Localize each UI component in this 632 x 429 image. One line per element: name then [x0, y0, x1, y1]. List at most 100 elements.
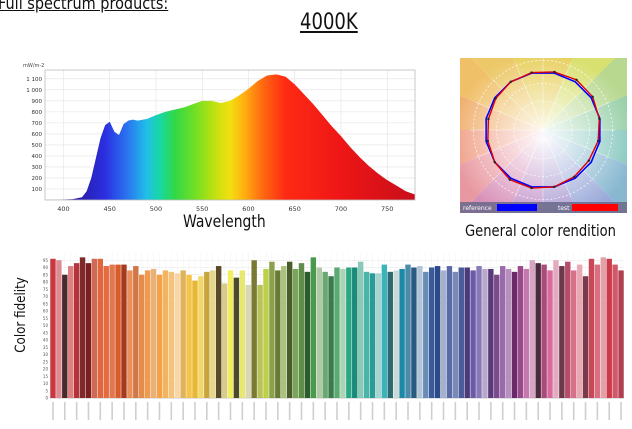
cf-x-tick-mark — [584, 402, 587, 420]
cf-bar — [215, 266, 222, 398]
cf-x-tick-mark — [572, 402, 575, 420]
cf-x-tick-mark — [466, 402, 468, 420]
cf-bar — [369, 273, 376, 398]
cf-y-tick: 60 — [43, 309, 49, 314]
cf-x-tick-mark — [265, 402, 267, 420]
gcr-spoke — [515, 129, 544, 198]
spd-y-tick: 800 — [32, 110, 43, 116]
cf-bar — [618, 270, 624, 398]
spd-y-unit: mW/m-2 — [23, 63, 44, 69]
gcr-spoke — [542, 129, 595, 182]
header-text: Full spectrum products: — [0, 0, 169, 14]
cf-bar — [239, 270, 246, 398]
cf-bar — [499, 266, 506, 398]
cf-bar — [91, 258, 98, 398]
spd-frame — [44, 69, 416, 201]
spd-y-tick: 500 — [32, 143, 43, 149]
cf-y-tick: 0 — [45, 396, 48, 401]
cf-bar — [488, 268, 494, 398]
cf-x-tick-mark — [442, 402, 445, 420]
cf-y-tick: 30 — [43, 352, 49, 357]
gcr-point — [573, 175, 576, 178]
cf-x-tick-mark — [490, 402, 492, 420]
cf-bar — [121, 264, 127, 398]
cf-bar — [156, 274, 163, 398]
cf-bar — [511, 271, 518, 398]
cf-bar — [612, 264, 618, 398]
cf-bar — [269, 261, 275, 398]
cf-bar — [50, 258, 56, 398]
cf-y-tick: 55 — [43, 316, 49, 321]
cf-x-tick-mark — [63, 402, 66, 420]
cf-x-tick-mark — [324, 402, 326, 420]
cf-x-tick-mark — [206, 402, 208, 420]
cf-bar — [428, 267, 435, 398]
cf-bar — [434, 266, 441, 398]
gcr-point — [553, 185, 556, 189]
cf-x-tick-mark — [525, 402, 528, 420]
spd-curve — [45, 74, 415, 200]
cf-bar — [363, 271, 370, 398]
cf-x-tick-mark — [359, 402, 362, 420]
cf-bar — [275, 270, 281, 398]
cf-bar — [600, 257, 606, 398]
cf-x-tick-mark — [336, 402, 338, 420]
cf-y-tick-labels: 0 5 10 15 20 25 30 35 40 45 50 55 60 65 70 75 80 85 90 95 — [43, 258, 49, 401]
cf-bar — [127, 270, 133, 398]
cf-bar — [594, 264, 601, 398]
cf-bar — [547, 270, 553, 398]
cf-bar — [322, 271, 328, 398]
cf-bar — [310, 257, 317, 398]
cf-bar — [375, 273, 382, 398]
cf-bar — [334, 267, 340, 398]
gcr-chart: reference test — [460, 58, 627, 213]
cf-bar — [292, 268, 299, 398]
cf-x-tick-mark — [241, 402, 244, 420]
cf-bar — [328, 276, 334, 398]
cf-bar — [227, 270, 234, 398]
cf-chart: 0 5 10 15 20 25 30 35 40 45 50 55 60 65 70 75 80 85 90 95 — [43, 253, 624, 420]
cf-bar — [405, 264, 411, 398]
cf-y-tick: 75 — [43, 287, 49, 292]
gcr-legend-test: test — [558, 205, 570, 212]
cf-bar — [570, 270, 577, 398]
spd-x-tick: 700 — [335, 205, 347, 213]
cf-bar — [559, 266, 565, 398]
cf-x-tick-mark — [478, 402, 480, 420]
cf-x-tick-mark — [111, 402, 113, 420]
gcr-spoke — [542, 129, 611, 158]
cf-y-tick: 45 — [43, 330, 49, 335]
cf-bar — [565, 261, 571, 398]
cf-bar — [79, 257, 86, 398]
cf-bar — [210, 270, 216, 398]
cf-x-tick-mark — [608, 402, 611, 420]
cf-bar — [529, 260, 535, 398]
gcr-point — [575, 78, 578, 82]
cf-bar — [263, 268, 269, 398]
gcr-point — [494, 97, 497, 100]
cf-bar — [352, 267, 358, 398]
cf-bar — [357, 261, 364, 398]
cf-bar — [204, 271, 210, 398]
cf-bar — [245, 284, 251, 398]
cf-y-tick: 10 — [43, 381, 49, 386]
cf-x-tick-mark — [596, 402, 599, 420]
gcr-label: General color rendition — [465, 221, 616, 240]
gcr-spoke — [491, 129, 544, 182]
cf-bar — [150, 268, 157, 398]
cf-bar — [316, 267, 322, 398]
cf-bar — [517, 266, 524, 398]
cf-bar — [582, 276, 589, 398]
cf-bar — [494, 274, 500, 398]
cf-x-tick-mark — [537, 402, 539, 420]
cf-bar — [85, 263, 92, 398]
cf-x-tick-mark — [75, 402, 78, 420]
gcr-point — [530, 71, 533, 74]
gcr-point — [587, 159, 591, 162]
cct-title: 4000K — [300, 10, 358, 35]
cf-x-tick-mark — [454, 402, 457, 420]
cf-x-tick-mark — [561, 402, 563, 420]
cf-bar — [505, 268, 512, 398]
gcr-point — [598, 117, 601, 120]
cf-bar — [458, 267, 464, 398]
